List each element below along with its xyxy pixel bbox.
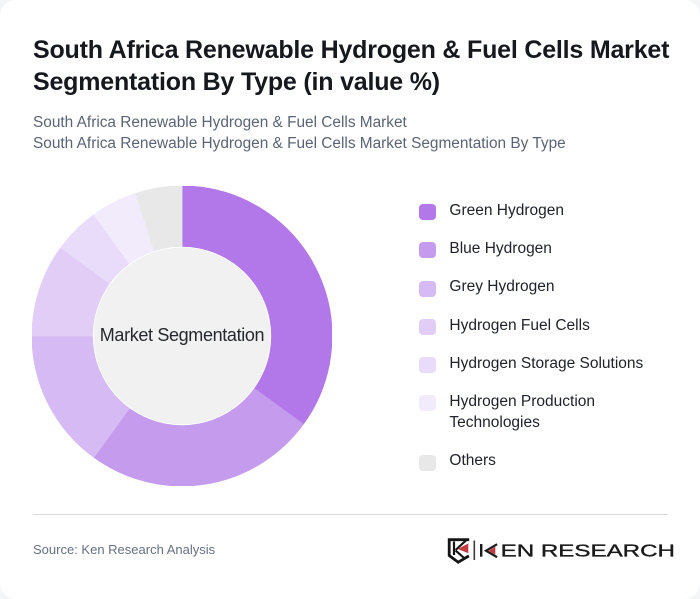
svg-text:EN RESEARCH: EN RESEARCH [501, 541, 675, 561]
